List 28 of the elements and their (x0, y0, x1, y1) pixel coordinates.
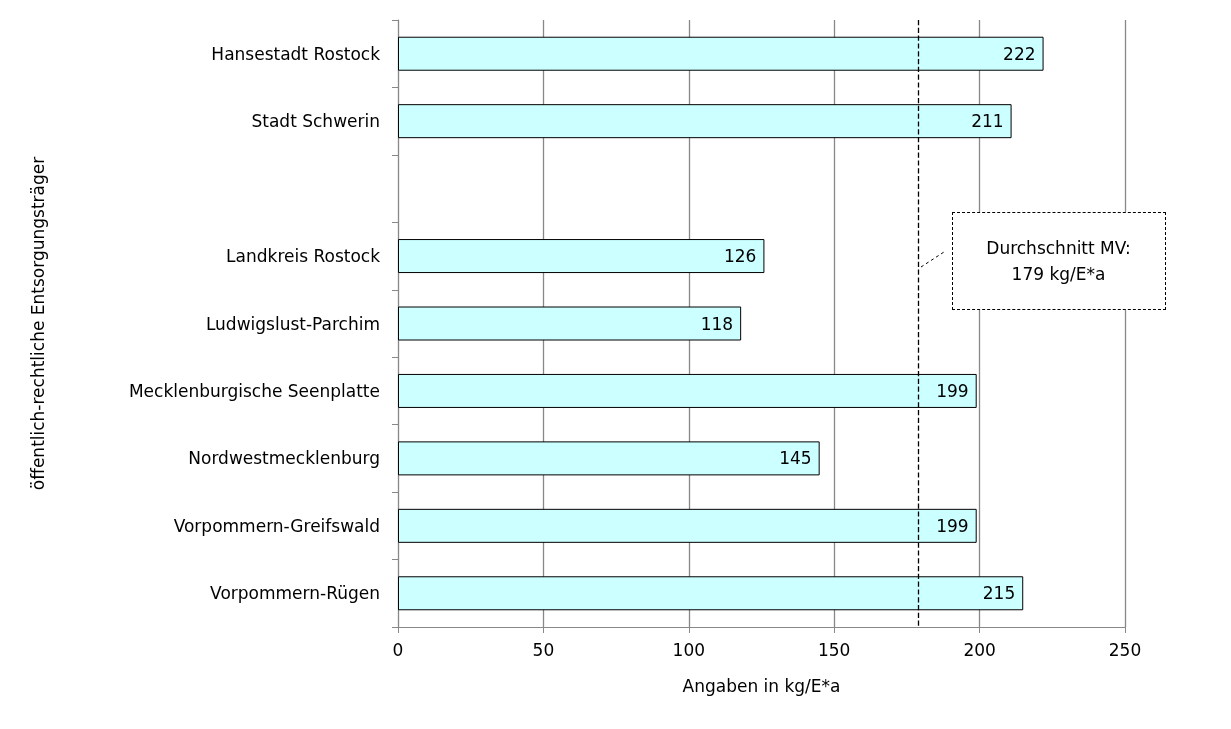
data-label: 215 (982, 583, 1016, 604)
x-tick-label: 0 (392, 639, 404, 660)
y-tick-label: Nordwestmecklenburg (188, 448, 380, 469)
x-tick-label: 200 (963, 639, 996, 660)
y-tick-label: Vorpommern-Rügen (210, 583, 380, 604)
data-label: 199 (936, 515, 969, 536)
data-label: 126 (723, 246, 757, 267)
callout: Durchschnitt MV: 179 kg/E*a (919, 212, 1166, 310)
data-label: 222 (1003, 43, 1036, 64)
y-axis-title: öffentlich-rechtliche Entsorgungsträger (27, 156, 48, 491)
data-label: 199 (936, 380, 969, 401)
y-tick-label: Hansestadt Rostock (211, 43, 381, 64)
data-label: 118 (700, 313, 734, 334)
y-tick-label: Mecklenburgische Seenplatte (128, 380, 380, 401)
bar (398, 239, 765, 274)
bar (398, 306, 742, 341)
y-tick-label: Ludwigslust-Parchim (205, 313, 380, 334)
data-label: 145 (779, 448, 812, 469)
x-tick-label: 50 (532, 639, 555, 660)
x-tick-label: 250 (1108, 639, 1142, 660)
data-label: 211 (971, 111, 1004, 132)
bar (398, 441, 820, 476)
x-axis-title: Angaben in kg/E*a (682, 675, 841, 696)
y-tick-label: Landkreis Rostock (226, 246, 381, 267)
x-tick-label: 100 (672, 639, 706, 660)
x-tick-label: 150 (817, 639, 851, 660)
y-tick-label: Vorpommern-Greifswald (173, 515, 380, 536)
y-tick-label: Stadt Schwerin (251, 111, 380, 132)
